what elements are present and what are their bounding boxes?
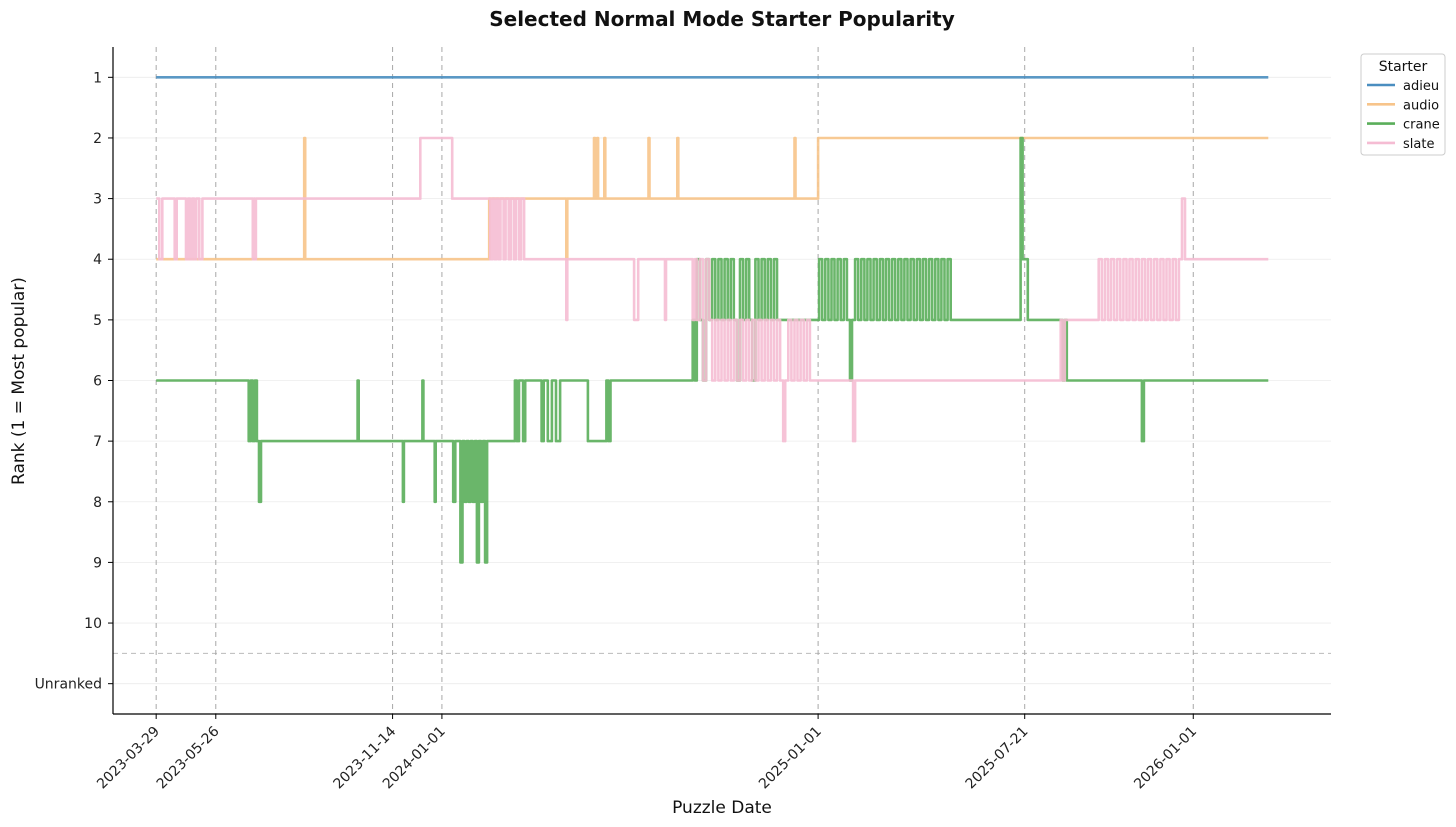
legend-items: adieu audio crane slate (1367, 79, 1440, 152)
y-tick-label: Unranked (35, 677, 102, 693)
series-layer (156, 76, 1269, 564)
legend-label-adieu: adieu (1403, 79, 1439, 94)
y-tick-label: 6 (93, 374, 102, 390)
legend-title: Starter (1379, 59, 1428, 75)
y-tick-label: 1 (93, 70, 102, 86)
legend: Starter adieu audio crane slate (1360, 53, 1446, 156)
y-tick-label: 9 (93, 555, 102, 571)
y-axis-label: Rank (1 = Most popular) (9, 277, 29, 485)
y-tick-label: 5 (93, 313, 102, 329)
y-tick-label: 10 (84, 616, 102, 632)
y-tick-label: 2 (93, 131, 102, 147)
legend-label-crane: crane (1403, 118, 1440, 133)
x-axis-label: Puzzle Date (672, 798, 772, 818)
chart-title: Selected Normal Mode Starter Popularity (489, 7, 955, 31)
x-tick-label: 2025-01-01 (756, 724, 825, 793)
series-line-slate (156, 136, 1269, 443)
legend-label-slate: slate (1403, 137, 1434, 152)
x-tick-label: 2026-01-01 (1131, 724, 1200, 793)
legend-label-audio: audio (1403, 98, 1439, 113)
y-tick-label: 3 (93, 192, 102, 208)
y-tick-label: 4 (93, 252, 102, 268)
x-tick-label: 2025-07-21 (963, 724, 1032, 793)
y-ticks: 1 2 3 4 5 6 7 8 9 10 Unranked (35, 70, 113, 693)
legend-box (1360, 53, 1446, 156)
y-tick-label: 8 (93, 495, 102, 511)
x-tick-label: 2023-05-26 (154, 723, 223, 792)
x-tick-label: 2023-03-29 (94, 724, 163, 793)
series-line-audio (156, 136, 1269, 261)
y-tick-label: 7 (93, 434, 102, 450)
